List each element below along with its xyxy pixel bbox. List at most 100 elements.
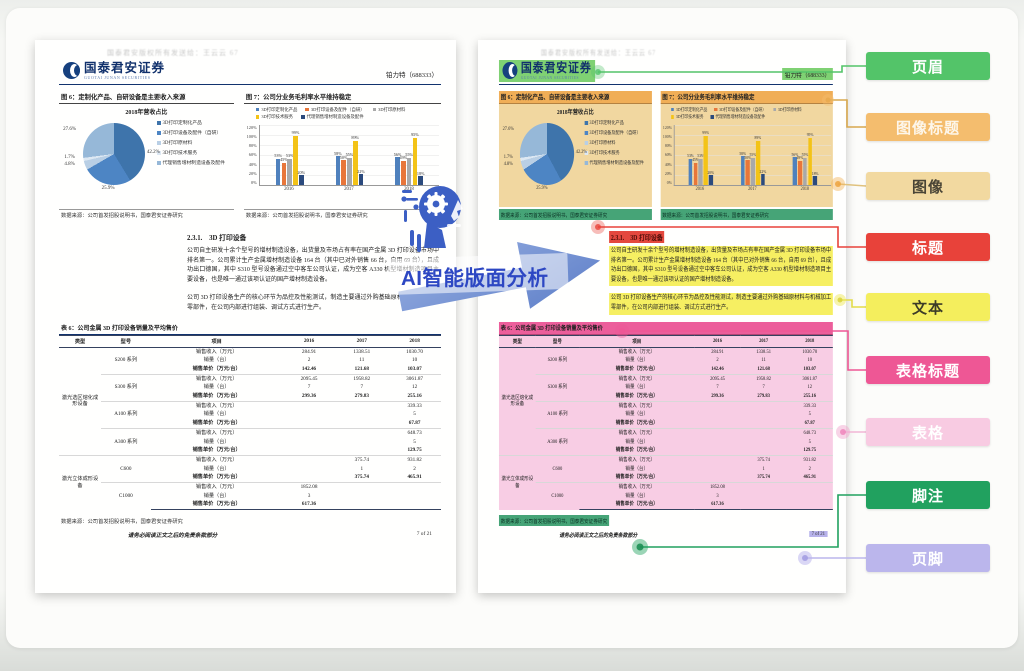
legend-bullet-icon: [157, 131, 161, 135]
legend-bullet-icon: [157, 161, 161, 165]
legend-label-7: 表格: [866, 418, 990, 446]
item-cell: 销量（台）: [625, 411, 649, 418]
figure-6: 图 6：定制化产品、自研设备是主要收入来源 2018年营收占比 42.2% 25…: [59, 91, 234, 221]
value-cell: [282, 454, 336, 465]
legend-label-6: 表格标题: [866, 356, 990, 384]
value-cell: [388, 500, 441, 510]
item-cell: 销售收入（万元）: [150, 427, 283, 438]
bar-2016: 99%: [292, 130, 299, 185]
pie-legend-item: 3D打印设备及配件（自研）: [584, 131, 650, 137]
watermark-text: 国泰君安版权所有发送给：王云云 67: [540, 49, 657, 57]
bar-2017: 55%: [749, 152, 756, 185]
figure-7: 图 7：公司分业务毛利率水平维持稳定 3D打印定制化产品 3D打印设备及配件（自研…: [243, 91, 441, 221]
table-row: 激光立体成形设备 C600 销售收入（万元） 375.74 931.82: [498, 454, 833, 510]
value-cell: 617.36: [282, 500, 336, 510]
value-cell: [786, 500, 833, 510]
value-cell: [283, 437, 336, 446]
item-cell: 销量（台）: [203, 357, 230, 364]
figure-6-source: 数据来源：公司首发招股说明书，国泰君安证券研究: [59, 208, 234, 221]
model-cell: S300 系列: [535, 373, 580, 402]
table-row: 销量（台） 2 11 10: [59, 356, 441, 365]
item-cell: 销售单价（万元/台）: [150, 500, 283, 510]
table-body: 激光选区熔化成形设备 S200 系列 销售收入（万元） 284.91 1338.51 10…: [498, 347, 833, 510]
item-cell: 销售收入（万元）: [150, 481, 283, 492]
figure-7: 图 7：公司分业务毛利率水平维持稳定 3D打印定制化产品 3D打印设备及配件（自研…: [660, 90, 833, 220]
column-header: 2017: [335, 334, 389, 348]
value-cell: 3061.87: [388, 373, 441, 384]
value-cell: 1852.08: [282, 481, 336, 492]
value-cell: [694, 400, 741, 411]
table-title: 表 6：公司金属 3D 打印设备销量及平均售价: [59, 322, 441, 335]
item-cell: 销售收入（万元）: [579, 454, 695, 465]
y-tick-label: 100%: [662, 134, 672, 140]
bar-2018: 55%: [405, 152, 413, 185]
item-cell: 销售单价（万元/台）: [192, 420, 241, 427]
bar-plot: 53% 45% 53% 99% 20% 58% 50% 55% 89% 22% 56% 49% 55% 9…: [258, 125, 439, 186]
figure-6-title: 图 6：定制化产品、自研设备是主要收入来源: [59, 91, 234, 104]
pie-chart-title: 2018年营收占比: [125, 109, 168, 116]
legend-bullet-icon: [157, 121, 161, 125]
bar-2017: 89%: [754, 135, 761, 185]
legend-swatch-icon: [714, 107, 718, 112]
model-cell: S200 系列: [114, 357, 138, 364]
value-cell: 5: [413, 411, 416, 418]
type-cell: 激光选区熔化成形设备: [501, 394, 534, 408]
bar-value-label: 99%: [291, 130, 300, 135]
value-cell: 375.74: [757, 474, 770, 481]
table-row: 激光选区熔化成形设备 S200 系列 销售收入（万元） 284.91 1338.51 10…: [59, 347, 441, 408]
value-cell: 648.73: [388, 427, 441, 438]
pie-legend-item: 3D打印原材料: [584, 140, 650, 147]
bar-legend-label: 代理销售增材制造设备及配件: [306, 114, 364, 119]
brand-name-cn: 国泰君安证券: [520, 61, 592, 75]
pie-label-0: 42.2%: [146, 149, 160, 155]
value-cell: [694, 473, 740, 482]
item-cell: 销售收入（万元）: [150, 400, 283, 411]
pie-legend: 3D打印定制化产品 3D打印设备及配件（自研） 3D打印原材料 3D打印技术服务 代理销…: [584, 121, 650, 171]
value-cell: 129.75: [407, 447, 422, 454]
value-cell: [335, 446, 388, 455]
value-cell: [740, 481, 787, 492]
bar-2018: 49%: [797, 155, 803, 185]
bar-2017: 58%: [739, 151, 746, 185]
bar-legend-item: 3D打印定制化产品: [671, 107, 707, 113]
value-cell: 10: [412, 357, 418, 364]
value-cell: 2095.45: [282, 373, 336, 384]
legend-bullet-icon: [584, 141, 588, 145]
pie-legend-label: 3D打印技术服务: [589, 150, 620, 156]
legend-label-9: 页脚: [866, 544, 990, 572]
bar-value-label: 55%: [801, 152, 809, 157]
sales-table: 类型 型号 项目 2016 2017 2018 激光选区熔化成形设备 S200 系列 销售收入（…: [59, 334, 441, 510]
value-cell: 279.83: [757, 393, 770, 400]
value-cell: 617.36: [694, 500, 741, 510]
table-head: 类型 型号 项目 2016 2017 2018: [498, 334, 833, 348]
column-header: 项目: [579, 334, 695, 348]
pie-legend-item: 3D打印技术服务: [584, 150, 650, 157]
page-header: 国泰君安证券 GUOTAI JUNAN SECURITIES 铂力特（68833…: [498, 60, 833, 82]
value-cell: [335, 419, 388, 428]
value-cell: [786, 481, 833, 492]
value-cell: [694, 410, 740, 419]
bar-legend-item: 3D打印原材料: [773, 107, 802, 113]
body-text-column: 2.3.1. 3D 打印设备 公司自主研发十余个型号的增材制造设备，出货量及市场…: [185, 227, 441, 315]
value-cell: 465.91: [803, 474, 816, 481]
item-cell: 销售收入（万元）: [150, 373, 283, 384]
bar-2016: 53%: [286, 153, 294, 185]
value-cell: 1: [360, 465, 364, 472]
value-cell: [694, 446, 740, 455]
pie-legend-item: 3D打印设备及配件（自研）: [157, 131, 232, 137]
item-cell: 销售单价（万元/台）: [192, 447, 241, 454]
bar-value-label: 50%: [339, 154, 348, 160]
item-cell: 销售单价（万元/台）: [192, 393, 241, 400]
value-cell: 142.46: [711, 366, 724, 373]
pie-legend-item: 代理销售增材制造设备及配件: [157, 161, 232, 167]
item-cell: 销量（台）: [625, 438, 649, 445]
paragraph-2: 公司 3D 打印设备生产的核心环节为品控及性能测试，制造主要通过外购基础原材料与…: [609, 293, 833, 315]
pie-legend-label: 3D打印原材料: [589, 140, 616, 146]
legend-bullet-icon: [584, 151, 588, 155]
bar-2016: 99%: [702, 130, 709, 185]
bar-legend: 3D打印定制化产品 3D打印设备及配件（自研） 3D打印原材料 3D打印技术服务 代理销…: [662, 107, 831, 124]
table-row: 销售单价（万元/台） 129.75: [499, 446, 833, 455]
value-cell: 1030.70: [802, 348, 818, 355]
table-row: 销售单价（万元/台） 67.87: [59, 419, 441, 428]
item-cell: 销量（台）: [625, 384, 649, 391]
